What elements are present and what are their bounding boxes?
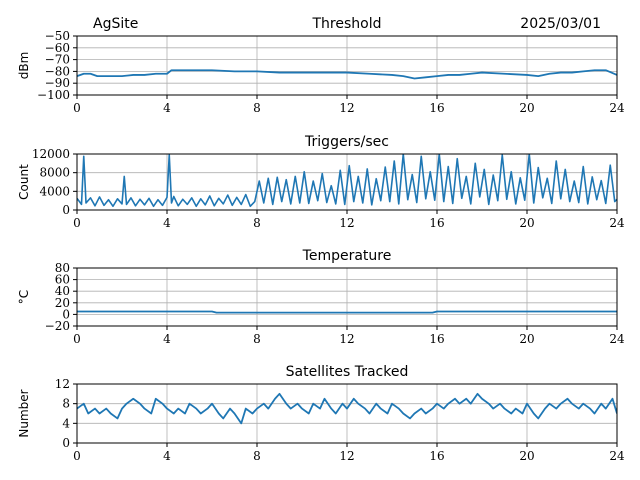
temperature-ytick-label: 60 (55, 273, 70, 287)
temperature-xtick-label: 0 (73, 332, 81, 346)
temperature-ytick-label: −20 (45, 319, 70, 333)
satellites-xtick-label: 12 (339, 449, 354, 463)
triggers-xtick-label: 24 (609, 216, 625, 230)
triggers-xtick-label: 0 (73, 216, 81, 230)
threshold-xtick-label: 0 (73, 101, 81, 115)
satellites-ytick-label: 4 (62, 416, 70, 430)
triggers-xtick-label: 8 (253, 216, 261, 230)
threshold-xtick-label: 20 (519, 101, 534, 115)
threshold-ytick-label: −50 (45, 29, 70, 43)
satellites-xtick-label: 8 (253, 449, 261, 463)
threshold-title: Threshold (312, 16, 382, 32)
triggers-ytick-label: 4000 (39, 184, 70, 198)
satellites-ytick-label: 8 (62, 397, 70, 411)
temperature-xtick-label: 24 (609, 332, 625, 346)
threshold-xtick-label: 12 (339, 101, 354, 115)
temperature-ytick-label: 20 (55, 296, 70, 310)
temperature-xtick-label: 12 (339, 332, 354, 346)
triggers-series-line (77, 154, 617, 208)
threshold-ytick-label: −90 (45, 76, 70, 90)
satellites-chart: 0 4 8 12 16 20 24 0 4 8 12 Satellites Tracked Number (17, 364, 625, 463)
threshold-ytick-label: −60 (45, 41, 70, 55)
triggers-xtick-label: 16 (429, 216, 444, 230)
triggers-chart: 0 4 8 12 16 20 24 0 4000 8000 12000 Triggers/sec Cou… (17, 134, 625, 230)
satellites-ytick-label: 12 (55, 377, 70, 391)
temperature-ylabel: °C (17, 290, 31, 304)
temperature-ytick-label: 80 (55, 261, 70, 275)
threshold-series-line (77, 69, 617, 80)
temperature-xtick-label: 20 (519, 332, 534, 346)
triggers-xtick-label: 4 (163, 216, 171, 230)
satellites-xtick-label: 4 (163, 449, 171, 463)
satellites-series-line (77, 392, 617, 425)
temperature-ytick-label: 40 (55, 284, 70, 298)
threshold-xtick-label: 16 (429, 101, 444, 115)
satellites-title: Satellites Tracked (286, 364, 409, 380)
threshold-ytick-label: −70 (45, 53, 70, 67)
satellites-xtick-label: 16 (429, 449, 444, 463)
satellites-ytick-label: 0 (62, 436, 70, 450)
triggers-xtick-label: 20 (519, 216, 534, 230)
report-date: 2025/03/01 (520, 16, 601, 32)
temperature-xtick-label: 8 (253, 332, 261, 346)
temperature-xtick-label: 16 (429, 332, 444, 346)
temperature-series-line (77, 310, 617, 314)
triggers-xtick-label: 12 (339, 216, 354, 230)
temperature-xtick-label: 4 (163, 332, 171, 346)
threshold-xtick-label: 4 (163, 101, 171, 115)
site-name: AgSite (93, 16, 138, 32)
threshold-xtick-label: 24 (609, 101, 625, 115)
satellites-xtick-label: 0 (73, 449, 81, 463)
triggers-title: Triggers/sec (304, 134, 389, 150)
temperature-ytick-label: 0 (62, 307, 70, 321)
satellites-ylabel: Number (17, 389, 31, 437)
temperature-title: Temperature (302, 248, 392, 264)
satellites-xtick-label: 20 (519, 449, 534, 463)
threshold-xtick-label: 8 (253, 101, 261, 115)
triggers-ytick-label: 0 (62, 203, 70, 217)
triggers-ylabel: Count (17, 164, 31, 200)
satellites-xtick-label: 24 (609, 449, 625, 463)
triggers-ytick-label: 12000 (32, 147, 70, 161)
triggers-ytick-label: 8000 (39, 166, 70, 180)
threshold-ylabel: dBm (17, 52, 31, 80)
threshold-ytick-label: −80 (45, 64, 70, 78)
threshold-ytick-label: −100 (37, 88, 70, 102)
threshold-chart: 0 4 8 12 16 20 24 −100−90−80−70−60−50 Threshold d… (17, 16, 625, 115)
chart-panels: 0 4 8 12 16 20 24 −100−90−80−70−60−50 Threshold d… (17, 16, 625, 463)
